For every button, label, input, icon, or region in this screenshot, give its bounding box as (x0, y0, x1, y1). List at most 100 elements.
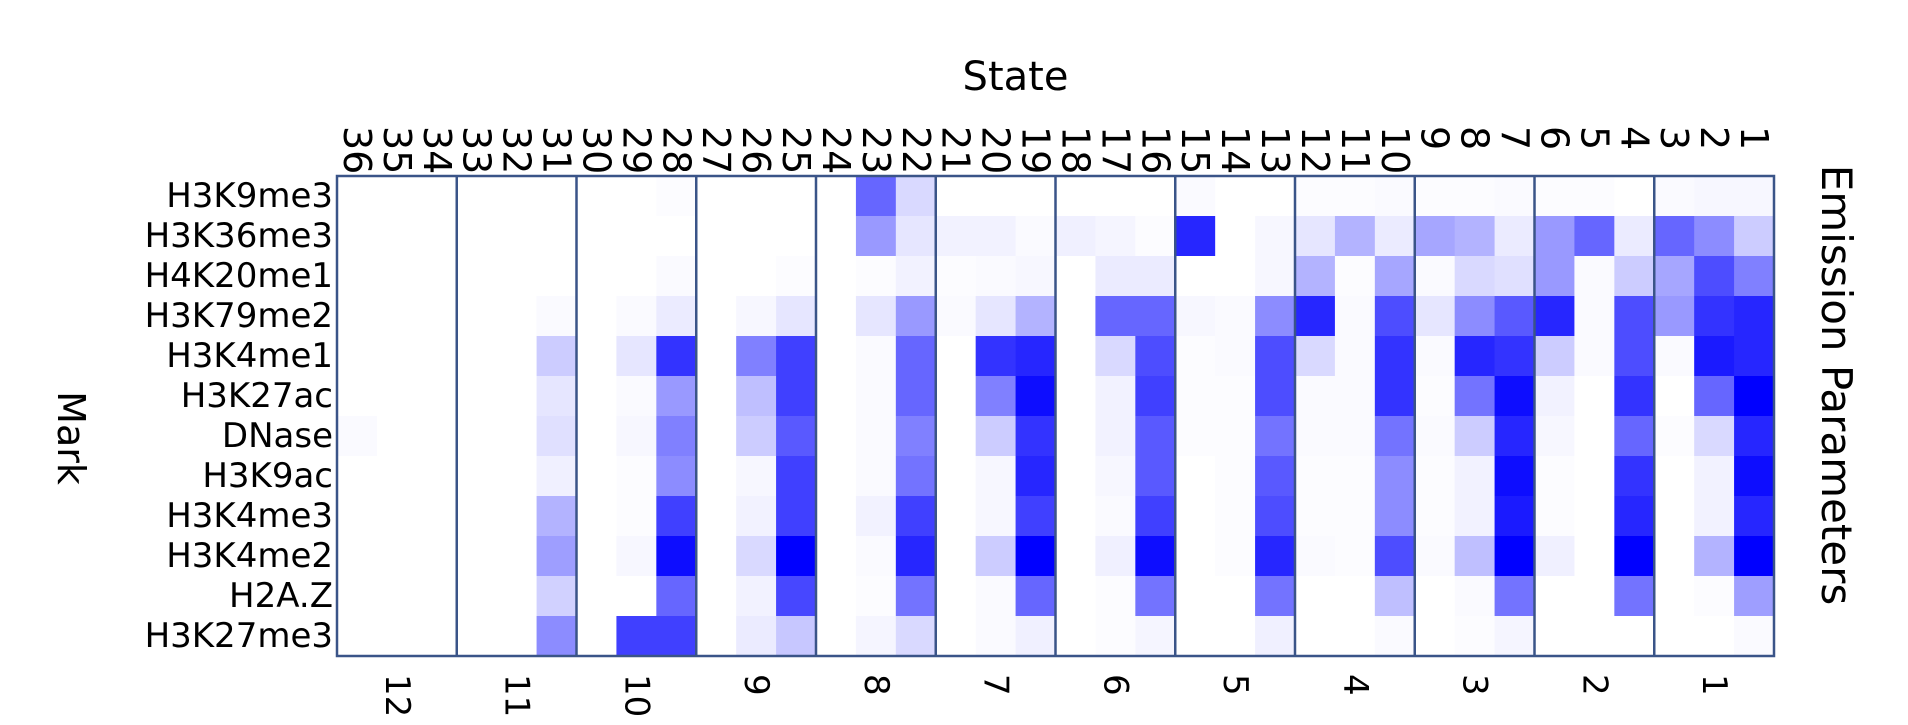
heatmap-cell (1734, 616, 1775, 657)
heatmap-cell (1295, 176, 1336, 217)
mark-label: H3K9me3 (166, 176, 333, 216)
heatmap-cell (1614, 456, 1655, 497)
heatmap-cell (1374, 416, 1416, 457)
heatmap-cell (616, 376, 657, 417)
heatmap-cell (456, 616, 498, 657)
heatmap-cell (816, 176, 857, 217)
heatmap-cell (1734, 536, 1775, 577)
heatmap-cell (1055, 416, 1096, 457)
heatmap-cell (616, 216, 657, 257)
heatmap-cell (1734, 416, 1775, 457)
heatmap-cell (536, 296, 577, 337)
heatmap-cell (975, 496, 1017, 537)
heatmap-cell (576, 496, 617, 537)
heatmap-cell (496, 536, 538, 577)
heatmap-cell (1135, 616, 1176, 657)
heatmap-cell (1135, 416, 1176, 457)
x-axis-title: State (963, 54, 1069, 100)
heatmap-cell (816, 536, 857, 577)
heatmap-cell (1494, 336, 1535, 377)
heatmap-cell (536, 416, 577, 457)
heatmap-cell (616, 416, 657, 457)
heatmap-cell (816, 616, 857, 657)
heatmap-cell (776, 256, 817, 297)
heatmap-cell (1414, 496, 1456, 537)
heatmap-cell (1374, 376, 1416, 417)
heatmap-cell (1734, 176, 1775, 217)
heatmap-cell (895, 496, 937, 537)
heatmap-cell (776, 296, 817, 337)
heatmap-cell (1135, 296, 1176, 337)
heatmap-cell (1414, 256, 1456, 297)
heatmap-cell (536, 176, 577, 217)
heatmap-cell (1614, 416, 1655, 457)
heatmap-cell (1135, 216, 1176, 257)
heatmap-cell (1015, 416, 1056, 457)
heatmap-cell (1694, 616, 1735, 657)
heatmap-cell (1255, 456, 1296, 497)
heatmap-cell (1734, 296, 1775, 337)
state-label: 31 (535, 126, 579, 174)
heatmap-cell (496, 336, 538, 377)
heatmap-cell (1175, 576, 1216, 617)
heatmap-cell (1175, 376, 1216, 417)
state-label: 26 (734, 126, 778, 174)
heatmap-cell (1534, 256, 1575, 297)
group-label: 10 (616, 674, 656, 717)
heatmap-cell (616, 496, 657, 537)
heatmap-cell (376, 176, 418, 217)
heatmap-cell (656, 416, 697, 457)
heatmap-cell (776, 416, 817, 457)
heatmap-cell (1614, 216, 1655, 257)
heatmap-cell (816, 216, 857, 257)
heatmap-cell (1734, 216, 1775, 257)
heatmap-cell (337, 296, 378, 337)
heatmap-cell (1135, 456, 1176, 497)
heatmap-cell (576, 536, 617, 577)
heatmap-cell (1654, 376, 1695, 417)
heatmap-cell (1494, 416, 1535, 457)
state-label: 34 (415, 126, 459, 174)
heatmap-cell (1015, 616, 1056, 657)
heatmap-cell (736, 216, 777, 257)
mark-label: H3K79me2 (145, 296, 333, 336)
heatmap-cell (496, 456, 538, 497)
heatmap-cell (1374, 336, 1416, 377)
heatmap-cell (1055, 296, 1096, 337)
heatmap-cell (935, 296, 977, 337)
heatmap-cell (1255, 256, 1296, 297)
heatmap-cell (935, 576, 977, 617)
heatmap-cell (1574, 496, 1615, 537)
heatmap-cell (536, 256, 577, 297)
heatmap-cell (1654, 256, 1695, 297)
heatmap-cell (935, 496, 977, 537)
heatmap-cell (1574, 576, 1615, 617)
heatmap-cell (1534, 576, 1575, 617)
heatmap-cell (1654, 496, 1695, 537)
heatmap-cell (736, 576, 777, 617)
heatmap-cell (1015, 256, 1056, 297)
heatmap-cell (895, 296, 937, 337)
heatmap-cell (1694, 456, 1735, 497)
state-label: 29 (614, 126, 658, 174)
state-label: 22 (894, 126, 938, 174)
mark-tick-labels: H3K9me3H3K36me3H4K20me1H3K79me2H3K4me1H3… (145, 176, 333, 656)
y-axis-title: Mark (49, 391, 93, 485)
heatmap-cell (1494, 616, 1535, 657)
heatmap-cell (1654, 536, 1695, 577)
heatmap-cell (456, 416, 498, 457)
heatmap-cell (1175, 296, 1216, 337)
heatmap-cell (1255, 376, 1296, 417)
heatmap-cell (935, 336, 977, 377)
state-label: 20 (974, 126, 1018, 174)
heatmap-cell (816, 376, 857, 417)
heatmap-cell (1534, 176, 1575, 217)
group-label: 8 (856, 674, 896, 696)
heatmap-cell (975, 616, 1017, 657)
heatmap-cell (696, 176, 737, 217)
heatmap-cell (656, 616, 697, 657)
heatmap-cell (337, 376, 378, 417)
heatmap-cell (1295, 536, 1336, 577)
heatmap-cell (696, 416, 737, 457)
